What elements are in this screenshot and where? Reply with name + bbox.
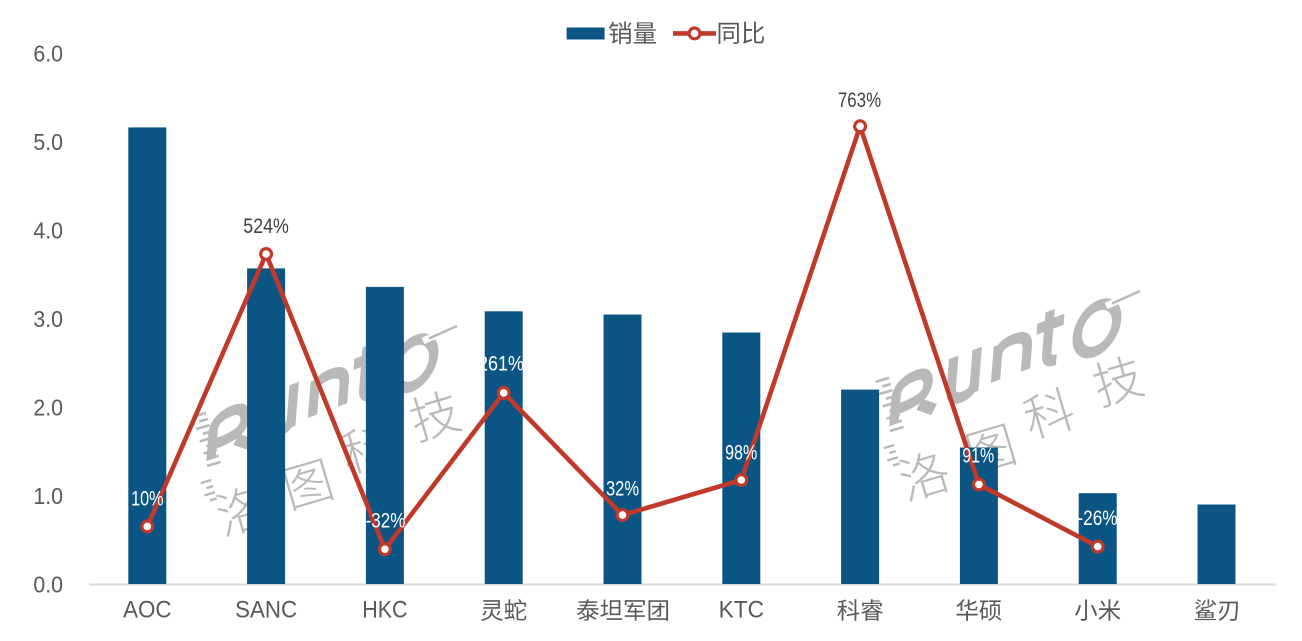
svg-text:2.0: 2.0	[33, 395, 63, 421]
svg-text:91%: 91%	[962, 445, 994, 468]
svg-text:524%: 524%	[243, 215, 289, 238]
svg-text:1.0: 1.0	[33, 483, 63, 509]
svg-text:SANC: SANC	[235, 597, 297, 624]
svg-text:98%: 98%	[725, 442, 757, 465]
svg-text:763%: 763%	[838, 89, 881, 112]
svg-text:32%: 32%	[606, 477, 639, 500]
svg-text:4.0: 4.0	[33, 218, 63, 244]
svg-text:HKC: HKC	[362, 597, 407, 624]
svg-text:KTC: KTC	[719, 597, 764, 624]
svg-text:261%: 261%	[478, 353, 524, 376]
svg-text:0.0: 0.0	[33, 572, 63, 598]
svg-text:-32%: -32%	[366, 510, 406, 533]
svg-text:AOC: AOC	[123, 597, 171, 624]
svg-text:6.0: 6.0	[33, 40, 63, 66]
svg-text:3.0: 3.0	[33, 306, 63, 332]
svg-text:5.0: 5.0	[33, 129, 63, 155]
svg-text:10%: 10%	[131, 488, 163, 511]
svg-text:-26%: -26%	[1077, 507, 1117, 530]
